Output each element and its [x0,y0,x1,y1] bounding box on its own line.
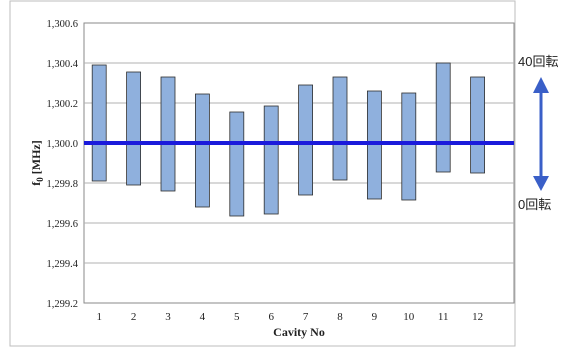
x-tick-label: 3 [165,311,171,323]
y-tick-label: 1,300.2 [47,99,79,110]
range-bar [126,71,141,186]
annotation-0-rotations: 0回転 [518,197,551,212]
x-tick-label: 4 [200,311,206,323]
y-axis-label-unit: [MHz] [29,140,43,174]
range-bar [470,76,486,174]
y-tick-label: 1,300.4 [47,59,79,70]
y-tick-label: 1,299.4 [47,259,79,270]
x-tick-label: 2 [131,311,137,323]
x-tick-label: 8 [337,311,343,323]
x-tick-label: 10 [403,311,415,323]
y-tick-label: 1,300.6 [47,19,79,30]
range-bar [160,76,176,192]
y-axis-label-subscript: 0 [35,177,45,182]
range-bar [435,62,451,173]
annotation-40-rotations: 40回転 [518,54,558,69]
x-axis-label: Cavity No [273,325,325,339]
x-tick-label: 9 [372,311,378,323]
range-bar [298,84,314,196]
y-tick-label: 1,300.0 [47,139,79,150]
y-axis-label-symbol: f [29,181,43,186]
y-tick-label: 1,299.2 [47,299,79,310]
y-axis-label: f0 [MHz] [29,140,45,185]
range-bar [263,105,279,215]
arrow-head-up-icon [533,77,549,93]
x-tick-label: 7 [303,311,309,323]
range-bar [401,92,417,201]
x-tick-label: 11 [438,311,449,323]
y-tick-labels: 1,299.2 1,299.4 1,299.6 1,299.8 1,300.0 1,300… [47,19,79,310]
x-tick-labels: 1 2 3 4 5 6 7 8 9 10 11 12 [96,311,483,323]
arrow-head-down-icon [533,176,549,191]
x-tick-label: 1 [96,311,102,323]
range-bar [194,93,210,208]
x-tick-label: 6 [268,311,274,323]
range-bar [229,111,245,217]
x-tick-label: 5 [234,311,240,323]
y-tick-label: 1,299.6 [47,219,79,230]
range-bar [91,64,107,182]
rotation-arrow [533,77,549,191]
range-bar [332,76,348,181]
y-tick-label: 1,299.8 [47,179,79,190]
x-tick-label: 12 [472,311,483,323]
range-bars [91,62,486,217]
